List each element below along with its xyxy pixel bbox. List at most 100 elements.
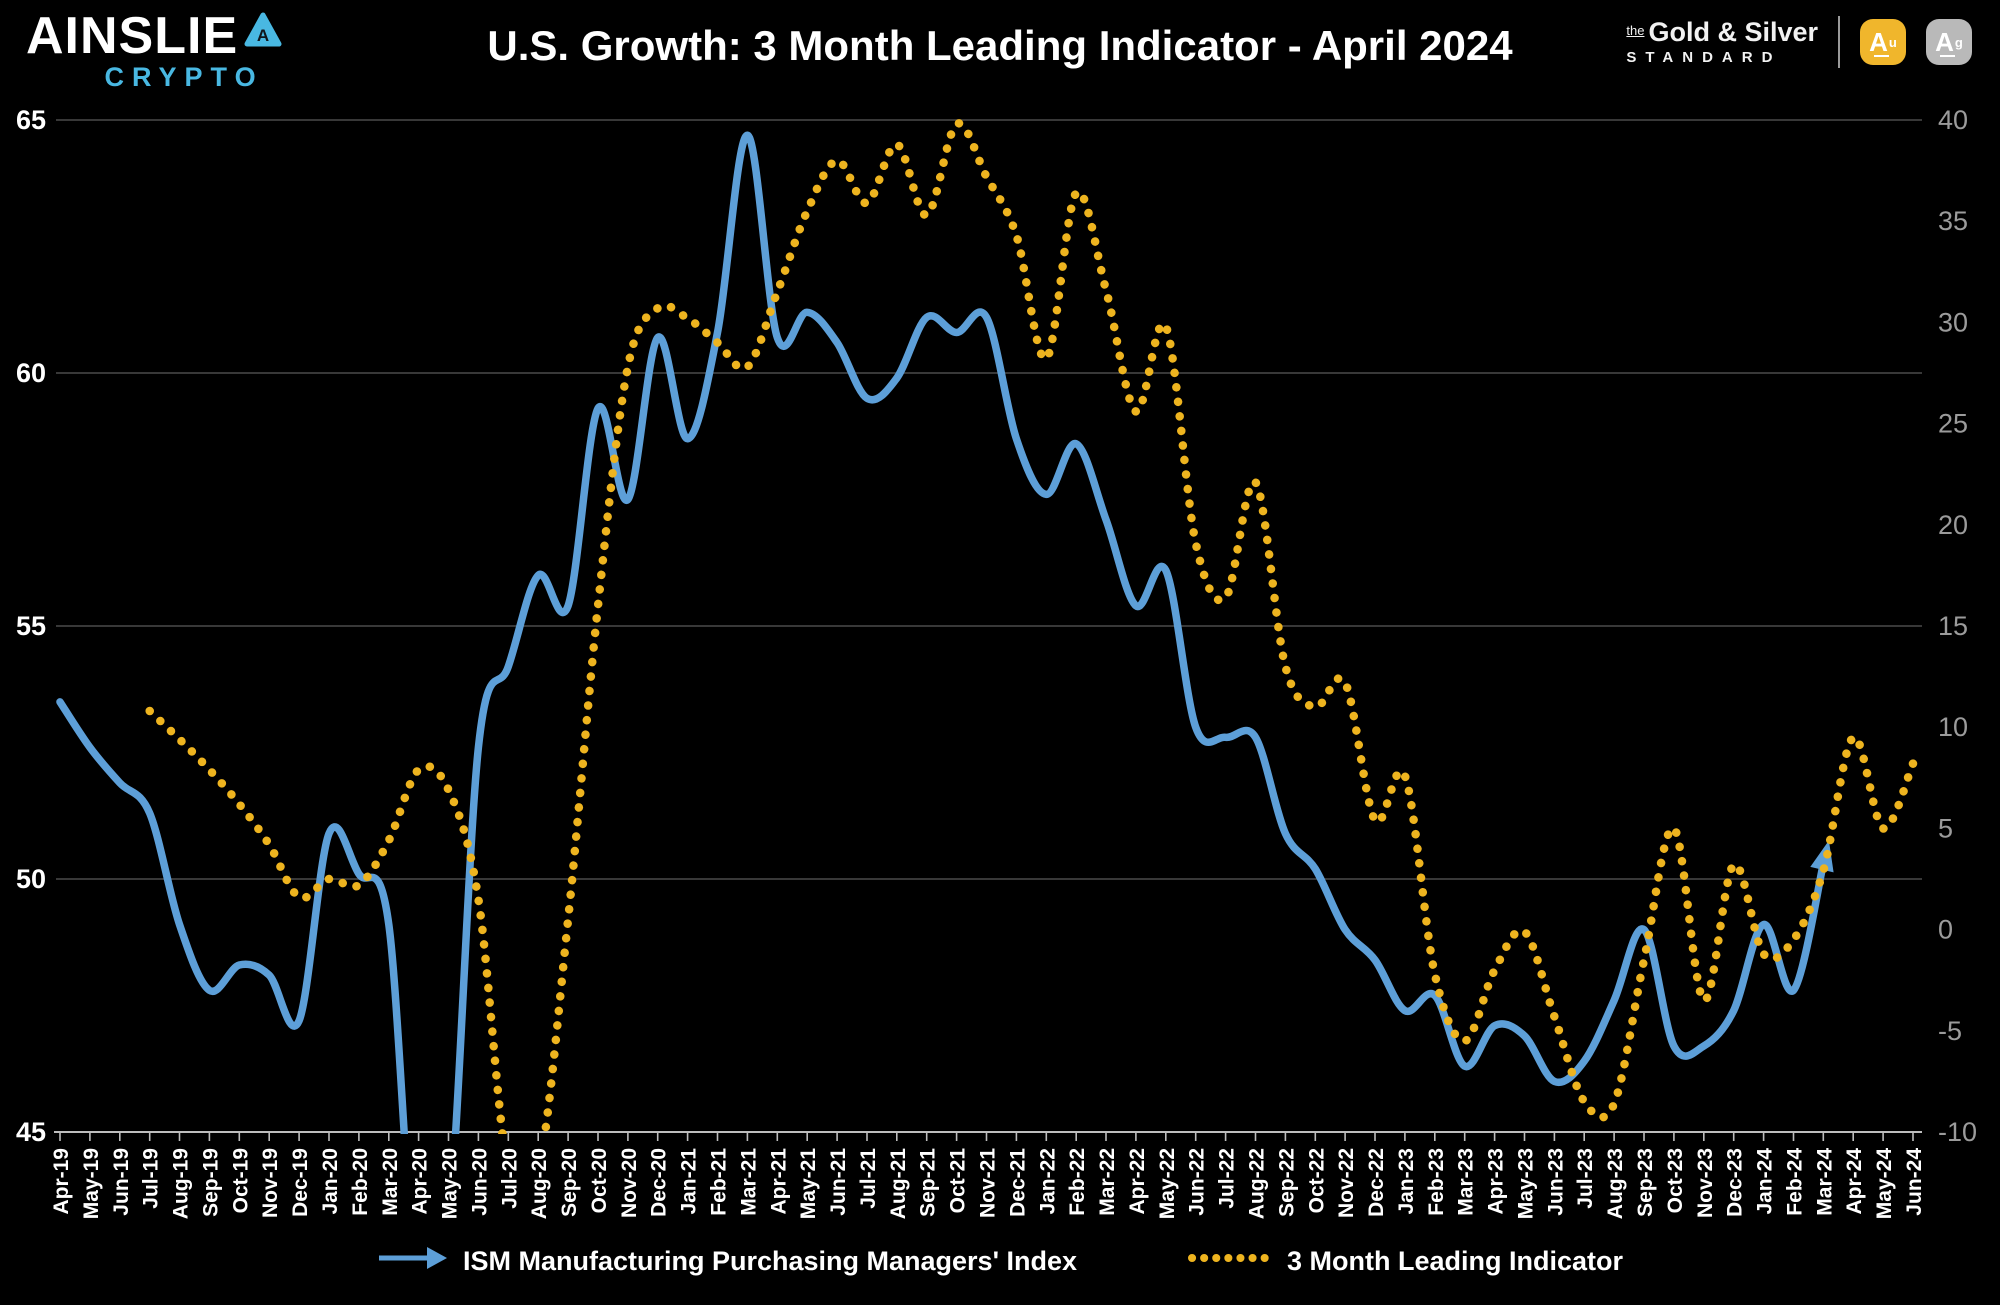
x-tick-label: Nov-21 xyxy=(977,1148,1000,1218)
x-tick-label: Feb-22 xyxy=(1066,1148,1089,1216)
legend: ISM Manufacturing Purchasing Managers' I… xyxy=(0,1244,2000,1279)
right-tick-label: 20 xyxy=(1938,510,1968,540)
x-tick-label: May-24 xyxy=(1873,1148,1896,1220)
x-tick-label: May-19 xyxy=(80,1148,103,1219)
chart-title: U.S. Growth: 3 Month Leading Indicator -… xyxy=(487,22,1513,69)
right-tick-label: 35 xyxy=(1938,206,1968,236)
x-tick-label: Mar-20 xyxy=(379,1148,402,1216)
right-tick-label: 0 xyxy=(1938,915,1953,945)
x-tick-label: Apr-24 xyxy=(1843,1148,1866,1215)
right-tick-label: 10 xyxy=(1938,712,1968,742)
brand-wordmark: AINSLIE xyxy=(26,7,239,65)
partner-name: the Gold & Silver xyxy=(1626,18,1818,46)
left-tick-label: 55 xyxy=(16,611,46,641)
x-tick-label: Feb-23 xyxy=(1425,1148,1448,1216)
x-tick-label: Jun-19 xyxy=(110,1148,133,1216)
x-tick-label: Dec-20 xyxy=(648,1148,671,1217)
x-tick-label: Oct-20 xyxy=(588,1148,611,1213)
x-tick-label: Oct-19 xyxy=(229,1148,252,1213)
ainslie-crypto-logo: AINSLIE A CRYPTO xyxy=(26,10,282,91)
x-tick-label: Dec-22 xyxy=(1365,1148,1388,1217)
dotted-line-icon xyxy=(1187,1244,1276,1279)
gridlines xyxy=(56,119,1922,880)
legend-item-pmi: ISM Manufacturing Purchasing Managers' I… xyxy=(377,1244,1077,1279)
x-axis xyxy=(54,1131,1922,1141)
left-axis-labels: 65 60 55 50 45 xyxy=(16,105,46,1147)
x-tick-label: Jun-21 xyxy=(827,1148,850,1216)
x-tick-label: Jun-22 xyxy=(1186,1148,1209,1216)
brand-subtitle: CRYPTO xyxy=(104,62,264,92)
x-tick-label: Apr-22 xyxy=(1126,1148,1149,1215)
x-tick-label: Apr-21 xyxy=(767,1148,790,1215)
x-tick-label: Aug-21 xyxy=(887,1148,910,1219)
x-tick-label: Sep-22 xyxy=(1275,1148,1298,1217)
x-tick-label: Mar-21 xyxy=(737,1148,760,1216)
legend-label-indicator: 3 Month Leading Indicator xyxy=(1287,1246,1624,1276)
x-tick-label: Sep-23 xyxy=(1634,1148,1657,1217)
x-tick-label: Oct-23 xyxy=(1664,1148,1687,1213)
partner-text: the Gold & Silver STANDARD xyxy=(1626,18,1818,65)
x-tick-label: Feb-21 xyxy=(708,1148,731,1216)
x-tick-label: Aug-19 xyxy=(170,1148,193,1219)
series-leading-indicator xyxy=(145,119,1918,1134)
x-tick-label: Sep-19 xyxy=(199,1148,222,1217)
x-tick-label: Dec-19 xyxy=(289,1148,312,1217)
right-tick-label: 25 xyxy=(1938,409,1968,439)
left-tick-label: 60 xyxy=(16,358,46,388)
svg-text:A: A xyxy=(257,26,269,45)
x-tick-label: Jun-20 xyxy=(468,1148,491,1216)
x-tick-label: Nov-22 xyxy=(1335,1148,1358,1218)
partner-divider xyxy=(1838,16,1840,68)
x-tick-label: Feb-20 xyxy=(349,1148,372,1216)
x-tick-label: Jul-21 xyxy=(857,1148,880,1209)
x-tick-label: Jan-20 xyxy=(319,1148,342,1215)
x-tick-label: Mar-22 xyxy=(1096,1148,1119,1216)
x-tick-label: May-22 xyxy=(1156,1148,1179,1219)
x-tick-label: May-21 xyxy=(797,1148,820,1220)
x-tick-label: Jan-21 xyxy=(678,1148,701,1215)
x-tick-label: Dec-21 xyxy=(1006,1148,1029,1217)
x-tick-label: Aug-20 xyxy=(528,1148,551,1219)
series-ism-pmi xyxy=(56,131,1834,1134)
x-tick-label: Apr-19 xyxy=(50,1148,73,1215)
right-axis-labels: 40 35 30 25 20 15 10 5 0 -5 -10 xyxy=(1938,105,1977,1147)
x-tick-label: Jun-24 xyxy=(1903,1148,1926,1216)
x-tick-label: Sep-21 xyxy=(917,1148,940,1217)
x-tick-label: Aug-23 xyxy=(1604,1148,1627,1219)
x-tick-label: Jun-23 xyxy=(1544,1148,1567,1216)
x-tick-label: Apr-23 xyxy=(1485,1148,1508,1215)
x-tick-label: May-23 xyxy=(1515,1148,1538,1219)
left-tick-label: 45 xyxy=(16,1117,46,1147)
x-tick-label: Apr-20 xyxy=(409,1148,432,1215)
right-tick-label: 30 xyxy=(1938,307,1968,337)
partner-standard: STANDARD xyxy=(1626,48,1782,66)
gold-badge-sup: u xyxy=(1888,34,1897,50)
x-tick-label: Jan-23 xyxy=(1395,1148,1418,1215)
left-tick-label: 65 xyxy=(16,105,46,135)
x-tick-label: Oct-22 xyxy=(1305,1148,1328,1213)
gold-badge-letter: A xyxy=(1869,26,1888,57)
silver-badge-letter: A xyxy=(1935,26,1954,57)
right-tick-label: 40 xyxy=(1938,105,1968,135)
x-tick-label: Jul-20 xyxy=(498,1148,521,1209)
ainslie-triangle-icon: A xyxy=(244,12,282,53)
x-tick-label: Jan-24 xyxy=(1754,1148,1777,1215)
legend-label-pmi: ISM Manufacturing Purchasing Managers' I… xyxy=(462,1246,1078,1276)
x-tick-label: Mar-23 xyxy=(1455,1148,1478,1216)
x-tick-label: Jul-23 xyxy=(1574,1148,1597,1209)
x-tick-label: Jul-19 xyxy=(140,1148,163,1209)
x-tick-label: Feb-24 xyxy=(1784,1148,1807,1216)
right-tick-label: 15 xyxy=(1938,611,1968,641)
left-tick-label: 50 xyxy=(16,864,46,894)
x-tick-label: Jul-22 xyxy=(1216,1148,1239,1209)
legend-item-indicator: 3 Month Leading Indicator xyxy=(1187,1244,1623,1279)
x-tick-label: Oct-21 xyxy=(947,1148,970,1214)
x-tick-label: May-20 xyxy=(439,1148,462,1219)
arrow-line-icon xyxy=(377,1244,449,1279)
partner-line1: Gold & Silver xyxy=(1648,17,1818,48)
